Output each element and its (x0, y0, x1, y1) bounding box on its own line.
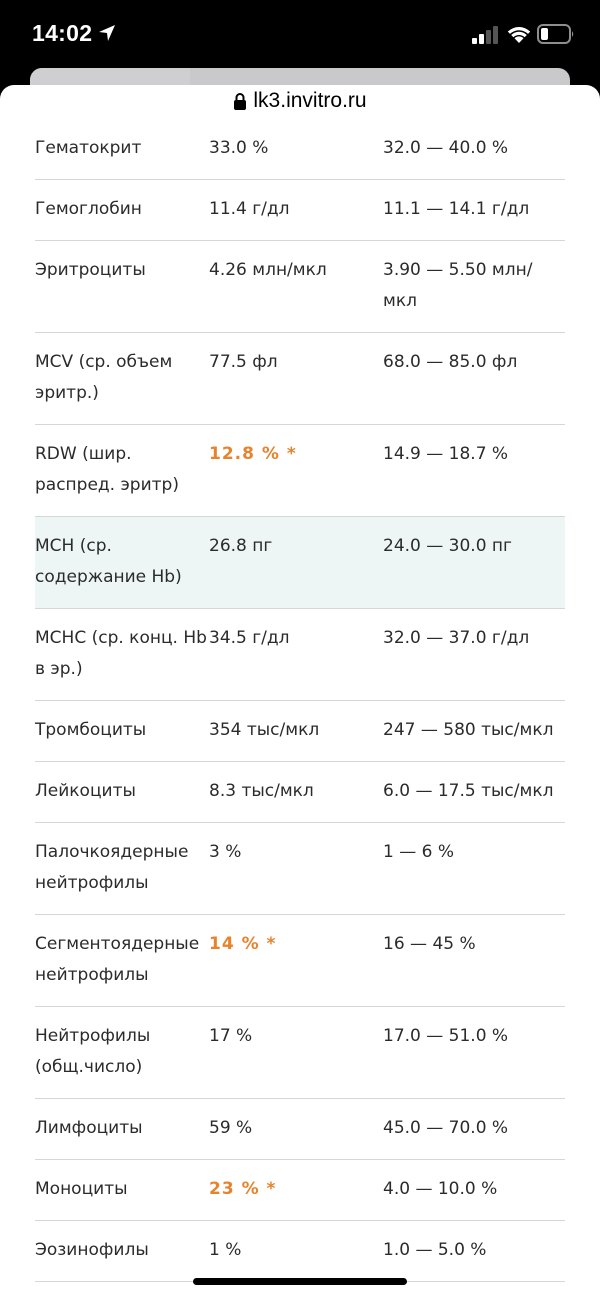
table-row: Лейкоциты 8.3 тыс/мкл 6.0 — 17.5 тыс/мкл (35, 762, 565, 823)
reference-range: 24.0 — 30.0 пг (383, 536, 512, 556)
test-name: MCV (ср. объем эритр.) (35, 352, 173, 403)
test-value: 34.5 г/дл (209, 628, 290, 648)
test-value: 11.4 г/дл (209, 199, 290, 219)
table-row: Моноциты 23 % * 4.0 — 10.0 % (35, 1160, 565, 1221)
reference-range: 11.1 — 14.1 г/дл (383, 199, 530, 219)
reference-range: 14.9 — 18.7 % (383, 444, 509, 464)
test-value: 8.3 тыс/мкл (209, 781, 314, 801)
table-row: Гематокрит 33.0 % 32.0 — 40.0 % (35, 119, 565, 180)
url-text: lk3.invitro.ru (253, 89, 367, 112)
test-value: 77.5 фл (209, 352, 278, 372)
test-value: 23 % * (209, 1179, 277, 1199)
table-row: RDW (шир. распред. эритр) 12.8 % * 14.9 — … (35, 425, 565, 517)
test-name: Гемоглобин (35, 199, 142, 219)
test-value: 4.26 млн/мкл (209, 260, 327, 280)
reference-range: 68.0 — 85.0 фл (383, 352, 518, 372)
test-name: Лейкоциты (35, 781, 136, 801)
table-row: Гемоглобин 11.4 г/дл 11.1 — 14.1 г/дл (35, 180, 565, 241)
test-name: Нейтрофилы (общ.число) (35, 1026, 151, 1077)
reference-range: 6.0 — 17.5 тыс/мкл (383, 781, 554, 801)
status-time: 14:02 (32, 20, 93, 46)
test-name: MCHC (ср. конц. Hb в эр.) (35, 628, 207, 679)
test-value: 12.8 % * (209, 444, 297, 464)
test-name: Гематокрит (35, 138, 142, 158)
reference-range: 3.90 — 5.50 млн/мкл (383, 260, 533, 311)
test-name: Палочкоядерные нейтрофилы (35, 842, 189, 893)
home-indicator[interactable] (193, 1278, 407, 1285)
test-name: Тромбоциты (35, 720, 147, 740)
reference-range: 247 — 580 тыс/мкл (383, 720, 554, 740)
reference-range: 16 — 45 % (383, 934, 476, 954)
table-row: Эритроциты 4.26 млн/мкл 3.90 — 5.50 млн/мк… (35, 241, 565, 333)
table-row: Палочкоядерные нейтрофилы 3 % 1 — 6 % (35, 823, 565, 915)
test-value: 354 тыс/мкл (209, 720, 320, 740)
test-value: 17 % (209, 1026, 253, 1046)
wifi-icon (507, 27, 531, 43)
table-row: Нейтрофилы (общ.число) 17 % 17.0 — 51.0 % (35, 1007, 565, 1099)
lock-icon (234, 93, 247, 110)
test-name: Лимфоциты (35, 1118, 143, 1138)
reference-range: 32.0 — 40.0 % (383, 138, 509, 158)
test-value: 26.8 пг (209, 536, 273, 556)
location-arrow-icon (99, 25, 115, 41)
reference-range: 4.0 — 10.0 % (383, 1179, 498, 1199)
test-name: RDW (шир. распред. эритр) (35, 444, 179, 495)
battery-low-icon (537, 24, 574, 44)
reference-range: 45.0 — 70.0 % (383, 1118, 509, 1138)
table-row: Тромбоциты 354 тыс/мкл 247 — 580 тыс/мкл (35, 701, 565, 762)
test-name: Эозинофилы (35, 1240, 149, 1260)
table-row: MCH (ср. содержание Hb) 26.8 пг 24.0 — 30.… (35, 517, 565, 609)
test-value: 14 % * (209, 934, 277, 954)
reference-range: 1 — 6 % (383, 842, 454, 862)
table-row: Сегментоядерные нейтрофилы 14 % * 16 — 45 … (35, 915, 565, 1007)
table-row: Эозинофилы 1 % 1.0 — 5.0 % (35, 1221, 565, 1282)
table-row: Лимфоциты 59 % 45.0 — 70.0 % (35, 1099, 565, 1160)
url-bar[interactable]: lk3.invitro.ru (0, 85, 600, 121)
test-name: Моноциты (35, 1179, 128, 1199)
test-value: 33.0 % (209, 138, 269, 158)
url-bar-content: lk3.invitro.ru (233, 89, 367, 113)
reference-range: 1.0 — 5.0 % (383, 1240, 487, 1260)
test-value: 1 % (209, 1240, 242, 1260)
reference-range: 17.0 — 51.0 % (383, 1026, 509, 1046)
test-value: 3 % (209, 842, 242, 862)
browser-sheet: lk3.invitro.ru Гематокрит 33.0 % 32.0 — 40… (0, 85, 600, 1297)
table-row: MCV (ср. объем эритр.) 77.5 фл 68.0 — 85.0… (35, 333, 565, 425)
test-name: MCH (ср. содержание Hb) (35, 536, 182, 587)
test-name: Сегментоядерные нейтрофилы (35, 934, 200, 985)
cellular-signal-icon (472, 26, 498, 44)
results-table: Гематокрит 33.0 % 32.0 — 40.0 % Гемоглобин 1… (35, 119, 565, 1282)
reference-range: 32.0 — 37.0 г/дл (383, 628, 530, 648)
test-name: Эритроциты (35, 260, 146, 280)
status-bar: 14:02 (0, 0, 600, 70)
test-value: 59 % (209, 1118, 253, 1138)
table-row: MCHC (ср. конц. Hb в эр.) 34.5 г/дл 32.0 —… (35, 609, 565, 701)
